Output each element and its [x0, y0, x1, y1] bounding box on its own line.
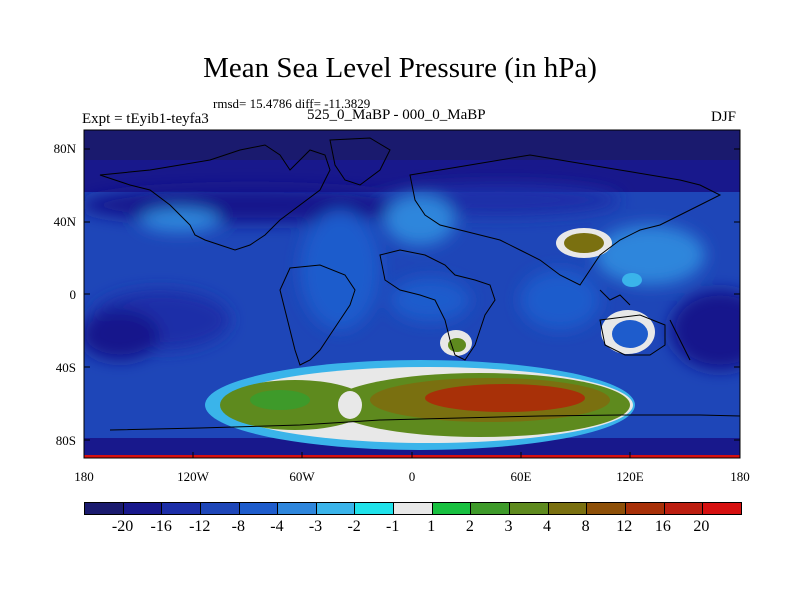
colorbar-swatch — [316, 503, 356, 514]
coastlines — [99, 137, 740, 431]
x-tick-label: 60E — [510, 469, 532, 484]
x-tick-label: 120W — [177, 469, 209, 484]
y-tick-label: 40S — [55, 360, 76, 375]
x-tick-label: 180 — [74, 469, 94, 484]
colorbar-label: 1 — [427, 518, 436, 535]
colorbar-swatch — [239, 503, 279, 514]
pressure-field — [84, 130, 740, 458]
axis-ticks — [83, 148, 741, 458]
colorbar-swatch — [85, 503, 124, 514]
colorbar-swatch — [162, 503, 201, 514]
colorbar-swatch — [278, 503, 317, 514]
colorbar-label: 3 — [504, 518, 513, 535]
colorbar-swatch — [510, 503, 549, 514]
colorbar-swatch — [625, 503, 665, 514]
colorbar-swatch — [703, 503, 741, 514]
colorbar — [84, 502, 742, 515]
experiment-label: Expt = tEyib1-teyfa3 — [82, 111, 209, 127]
colorbar-label: 4 — [543, 518, 552, 535]
colorbar-label: -2 — [347, 518, 361, 535]
colorbar-label: 16 — [654, 518, 671, 535]
x-tick-label: 0 — [408, 469, 416, 484]
colorbar-swatch — [664, 503, 704, 514]
map-title: Mean Sea Level Pressure (in hPa) — [203, 52, 597, 84]
y-tick-label: 80S — [55, 433, 76, 448]
rmsd-diff-stats: rmsd= 15.4786 diff= -11.3829 — [213, 96, 371, 111]
x-tick-label: 60W — [289, 469, 315, 484]
colorbar-label: -3 — [308, 518, 323, 535]
colorbar-swatch — [471, 503, 511, 514]
colorbar-label: 2 — [465, 518, 474, 535]
colorbar-swatch — [548, 503, 588, 514]
y-tick-label: 80N — [53, 141, 76, 156]
colorbar-label: -4 — [270, 518, 284, 535]
colorbar-label: -1 — [386, 518, 400, 535]
y-tick-label: 0 — [69, 287, 77, 302]
colorbar-swatch — [432, 503, 472, 514]
colorbar-label: -16 — [150, 518, 172, 535]
x-tick-label: 120E — [616, 469, 644, 484]
colorbar-swatch — [394, 503, 433, 514]
colorbar-label: 8 — [581, 518, 590, 535]
colorbar-swatch — [355, 503, 395, 514]
colorbar-label: -12 — [189, 518, 211, 535]
period-subtitle: 525_0_MaBP - 000_0_MaBP — [307, 107, 486, 123]
y-tick-label: 40N — [53, 214, 76, 229]
season-label: DJF — [711, 109, 737, 125]
colorbar-label: -8 — [231, 518, 245, 535]
colorbar-swatch — [123, 503, 163, 514]
colorbar-label: 12 — [616, 518, 633, 535]
x-tick-label: 180 — [730, 469, 750, 484]
colorbar-label: 20 — [693, 518, 710, 535]
colorbar-swatch — [200, 503, 240, 514]
colorbar-label: -20 — [111, 518, 134, 535]
colorbar-swatch — [587, 503, 626, 514]
